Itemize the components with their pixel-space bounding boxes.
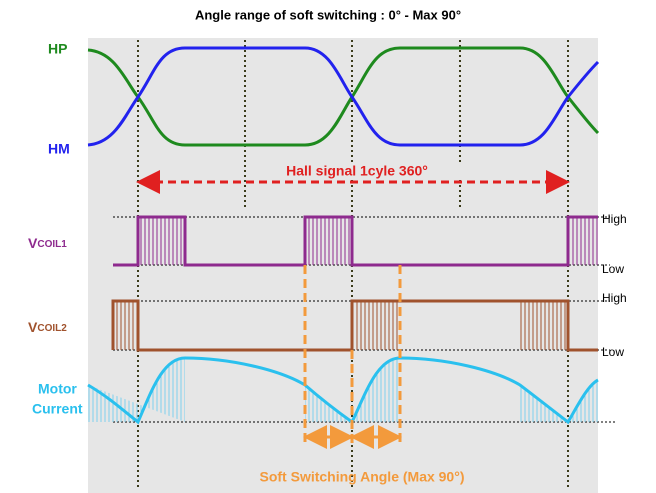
hatch xyxy=(520,301,568,350)
title: Angle range of soft switching : 0° - Max… xyxy=(195,7,461,22)
hall-label: Hall signal 1cyle 360° xyxy=(286,163,428,179)
hm-label: HM xyxy=(48,141,70,157)
low-label: Low xyxy=(602,262,624,276)
soft-lines xyxy=(303,265,402,445)
hatch xyxy=(352,301,400,350)
hatch xyxy=(305,217,352,265)
hp-label: HP xyxy=(48,41,67,57)
hm-wave xyxy=(87,46,600,147)
high-label: High xyxy=(602,212,627,226)
current-hatch xyxy=(88,358,598,422)
hatch xyxy=(138,217,185,265)
hatch xyxy=(568,217,598,265)
hatch xyxy=(113,301,138,350)
high-label: High xyxy=(602,291,627,305)
footer: Soft Switching Angle (Max 90°) xyxy=(260,469,465,485)
hall-bg xyxy=(250,162,464,180)
vcoil1-wave xyxy=(113,215,598,267)
vcoil1-label: VCOIL1 xyxy=(28,235,67,251)
current-label: Motor xyxy=(38,381,77,397)
vcoil2-label: VCOIL2 xyxy=(28,319,67,335)
current-label: Current xyxy=(32,401,83,417)
low-label: Low xyxy=(602,345,624,359)
